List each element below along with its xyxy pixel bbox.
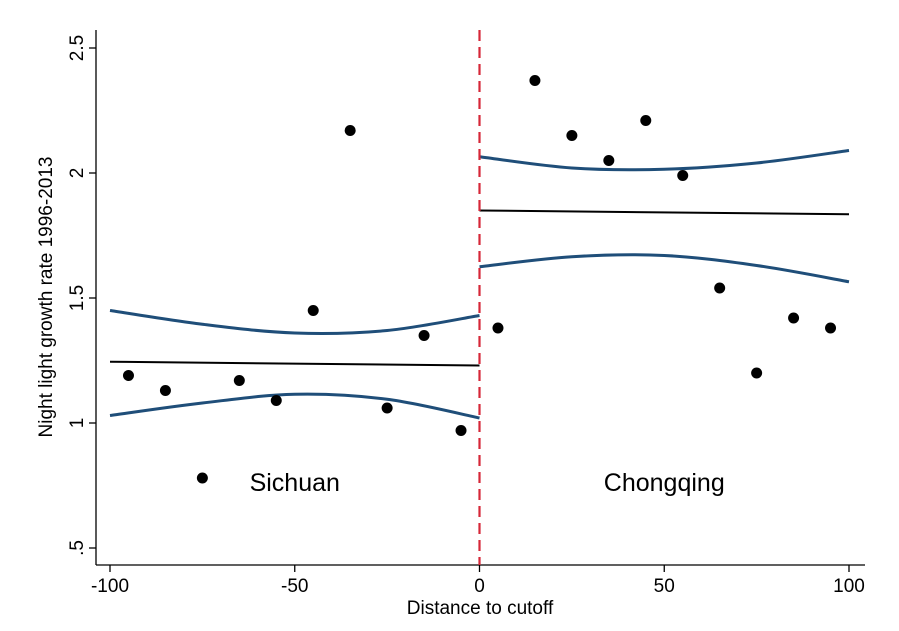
data-point <box>714 282 726 294</box>
data-point <box>381 402 393 414</box>
x-tick-label: 0 <box>474 576 485 597</box>
fit-line <box>109 360 480 367</box>
data-point <box>640 115 652 126</box>
fit-line <box>479 209 850 216</box>
x-tick-label: 50 <box>654 576 675 597</box>
ci-upper-line <box>109 309 480 335</box>
y-tick-label: 2 <box>67 168 88 179</box>
ci-lower-line <box>479 253 850 284</box>
data-point <box>603 155 615 166</box>
data-point <box>566 130 578 141</box>
x-tick-label: -50 <box>281 576 308 597</box>
data-point <box>825 322 837 334</box>
y-tick-label: 1 <box>67 418 88 429</box>
annotation-sichuan: Sichuan <box>250 469 340 497</box>
data-point <box>492 322 504 334</box>
data-point <box>233 375 245 386</box>
ci-upper-line <box>479 149 850 172</box>
data-point <box>307 305 319 316</box>
ci-lower-line <box>109 392 480 420</box>
data-point <box>677 170 689 181</box>
y-tick-label: .5 <box>67 540 88 556</box>
data-point <box>788 312 800 324</box>
data-point <box>344 125 356 136</box>
y-tick-label: 1.5 <box>67 285 88 311</box>
data-point <box>455 425 467 436</box>
x-axis-label: Distance to cutoff <box>407 598 554 619</box>
data-point <box>751 367 763 379</box>
y-axis-label: Night light growth rate 1996-2013 <box>36 157 57 438</box>
x-tick-label: 100 <box>833 576 865 597</box>
annotation-chongqing: Chongqing <box>604 469 725 497</box>
data-point <box>196 472 208 484</box>
data-point <box>418 330 430 341</box>
y-tick-label: 2.5 <box>67 35 88 61</box>
data-point <box>270 395 282 406</box>
data-point <box>122 370 134 381</box>
data-point <box>529 75 541 86</box>
plot-layer: -100 -50 0 50 100 .5 1 1.5 2 2.5 Sichuan Chongqing <box>67 30 865 597</box>
data-point <box>159 385 171 396</box>
x-tick-label: -100 <box>91 576 129 597</box>
